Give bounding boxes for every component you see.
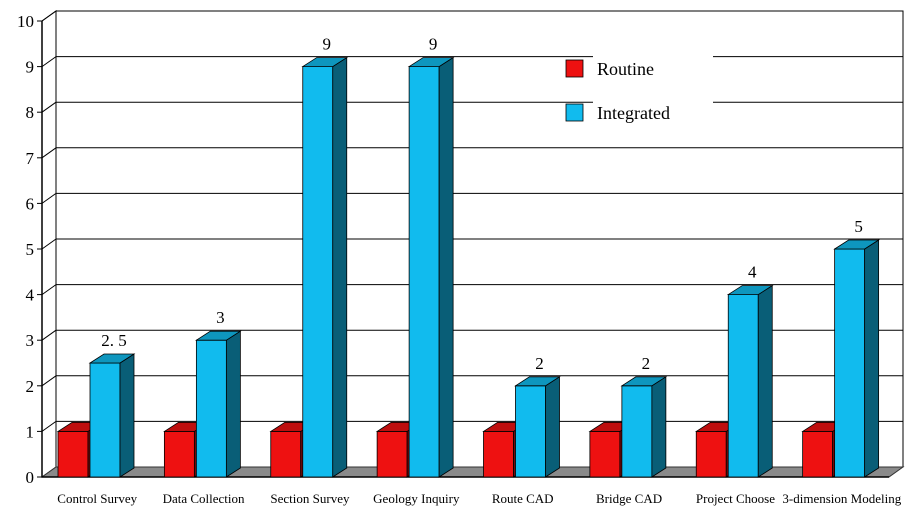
x-tick-label: Section Survey [270,491,350,506]
y-tick-label: 5 [26,240,35,259]
gridline-diagonal [41,420,57,432]
gridline-diagonal [41,238,57,250]
bar [833,239,880,478]
y-tick-label: 9 [26,58,35,77]
bar-front [483,430,514,478]
legend-label-bg [593,98,713,126]
bar-side [545,376,560,478]
bar-top [407,57,455,67]
legend-label-bg [593,54,713,82]
data-label: 2. 5 [101,331,127,350]
bar [195,330,242,478]
bar-top [514,376,561,387]
gridline-diagonal [41,284,57,296]
data-label: 3 [216,308,225,327]
bars [56,56,880,478]
bar-top [620,376,668,387]
bar-front [89,362,121,478]
gridline-diagonal [41,56,57,68]
gridline-diagonal [41,329,57,341]
y-tick-label: 10 [17,12,34,31]
bar-front [727,294,759,478]
gridline-diagonal [41,10,57,22]
data-label: 9 [323,35,332,54]
bar [726,284,774,478]
legend: Routine Integrated [555,54,713,126]
gridline-diagonal [41,192,57,204]
bar-top [195,330,242,341]
x-tick-label: Bridge CAD [596,491,662,506]
gridlines [41,10,903,432]
data-label: 9 [429,35,438,54]
gridline-diagonal [41,375,57,387]
bar-front [589,430,621,478]
bar-front [270,430,302,478]
legend-label: Routine [597,59,654,79]
bar-front [408,66,440,478]
y-axis: 0 1 2 3 4 5 6 7 8 9 10 [17,12,42,487]
legend-label: Integrated [597,103,670,123]
bar [88,353,136,478]
y-tick-label: 7 [26,149,35,168]
bar-front [695,430,727,478]
y-tick-label: 0 [26,468,35,487]
bar-front [834,248,866,478]
x-tick-label: Control Survey [57,491,137,506]
bar-side [332,56,348,478]
y-tick-label: 6 [26,194,35,213]
x-tick-label: Project Choose [696,491,775,506]
bar-front [57,430,89,478]
bar-front [621,385,653,478]
bar-top [88,353,136,364]
bar-front [302,66,334,478]
data-label: 5 [854,217,863,236]
bar-front [163,430,195,478]
x-tick-label: 3-dimension Modeling [782,491,901,506]
bar-side [438,56,454,478]
data-labels: 2. 5 3 9 9 2 2 4 5 [101,35,863,373]
data-label: 2 [642,354,651,373]
bar-top [301,57,349,67]
legend-swatch [565,103,584,122]
bar-side [864,239,880,478]
bar-front [802,430,834,478]
gridline-diagonal [41,147,57,159]
chart-walls [41,10,904,478]
y-tick-label: 8 [26,103,35,122]
bar-side [119,353,135,478]
bar [620,376,668,478]
bar [301,56,349,478]
bar-front [376,430,408,478]
bar-front [195,339,227,478]
bar-top [833,239,880,250]
x-tick-label: Data Collection [163,491,245,506]
bar-side [225,330,241,478]
bar-front [515,385,546,478]
x-axis: Control Survey Data Collection Section Sur… [57,491,901,506]
bar [407,56,455,478]
x-tick-label: Geology Inquiry [373,491,460,506]
y-tick-label: 3 [26,331,35,350]
bar-side [651,376,667,478]
bar [514,376,561,478]
legend-swatch [565,59,584,78]
bar-top [726,285,774,296]
data-label: 4 [748,263,757,282]
x-tick-label: Route CAD [492,491,554,506]
y-tick-label: 1 [26,422,35,441]
data-label: 2 [535,354,544,373]
bar-side [757,284,773,478]
gridline-diagonal [41,101,57,113]
y-tick-label: 4 [26,286,35,305]
y-tick-label: 2 [26,377,35,396]
